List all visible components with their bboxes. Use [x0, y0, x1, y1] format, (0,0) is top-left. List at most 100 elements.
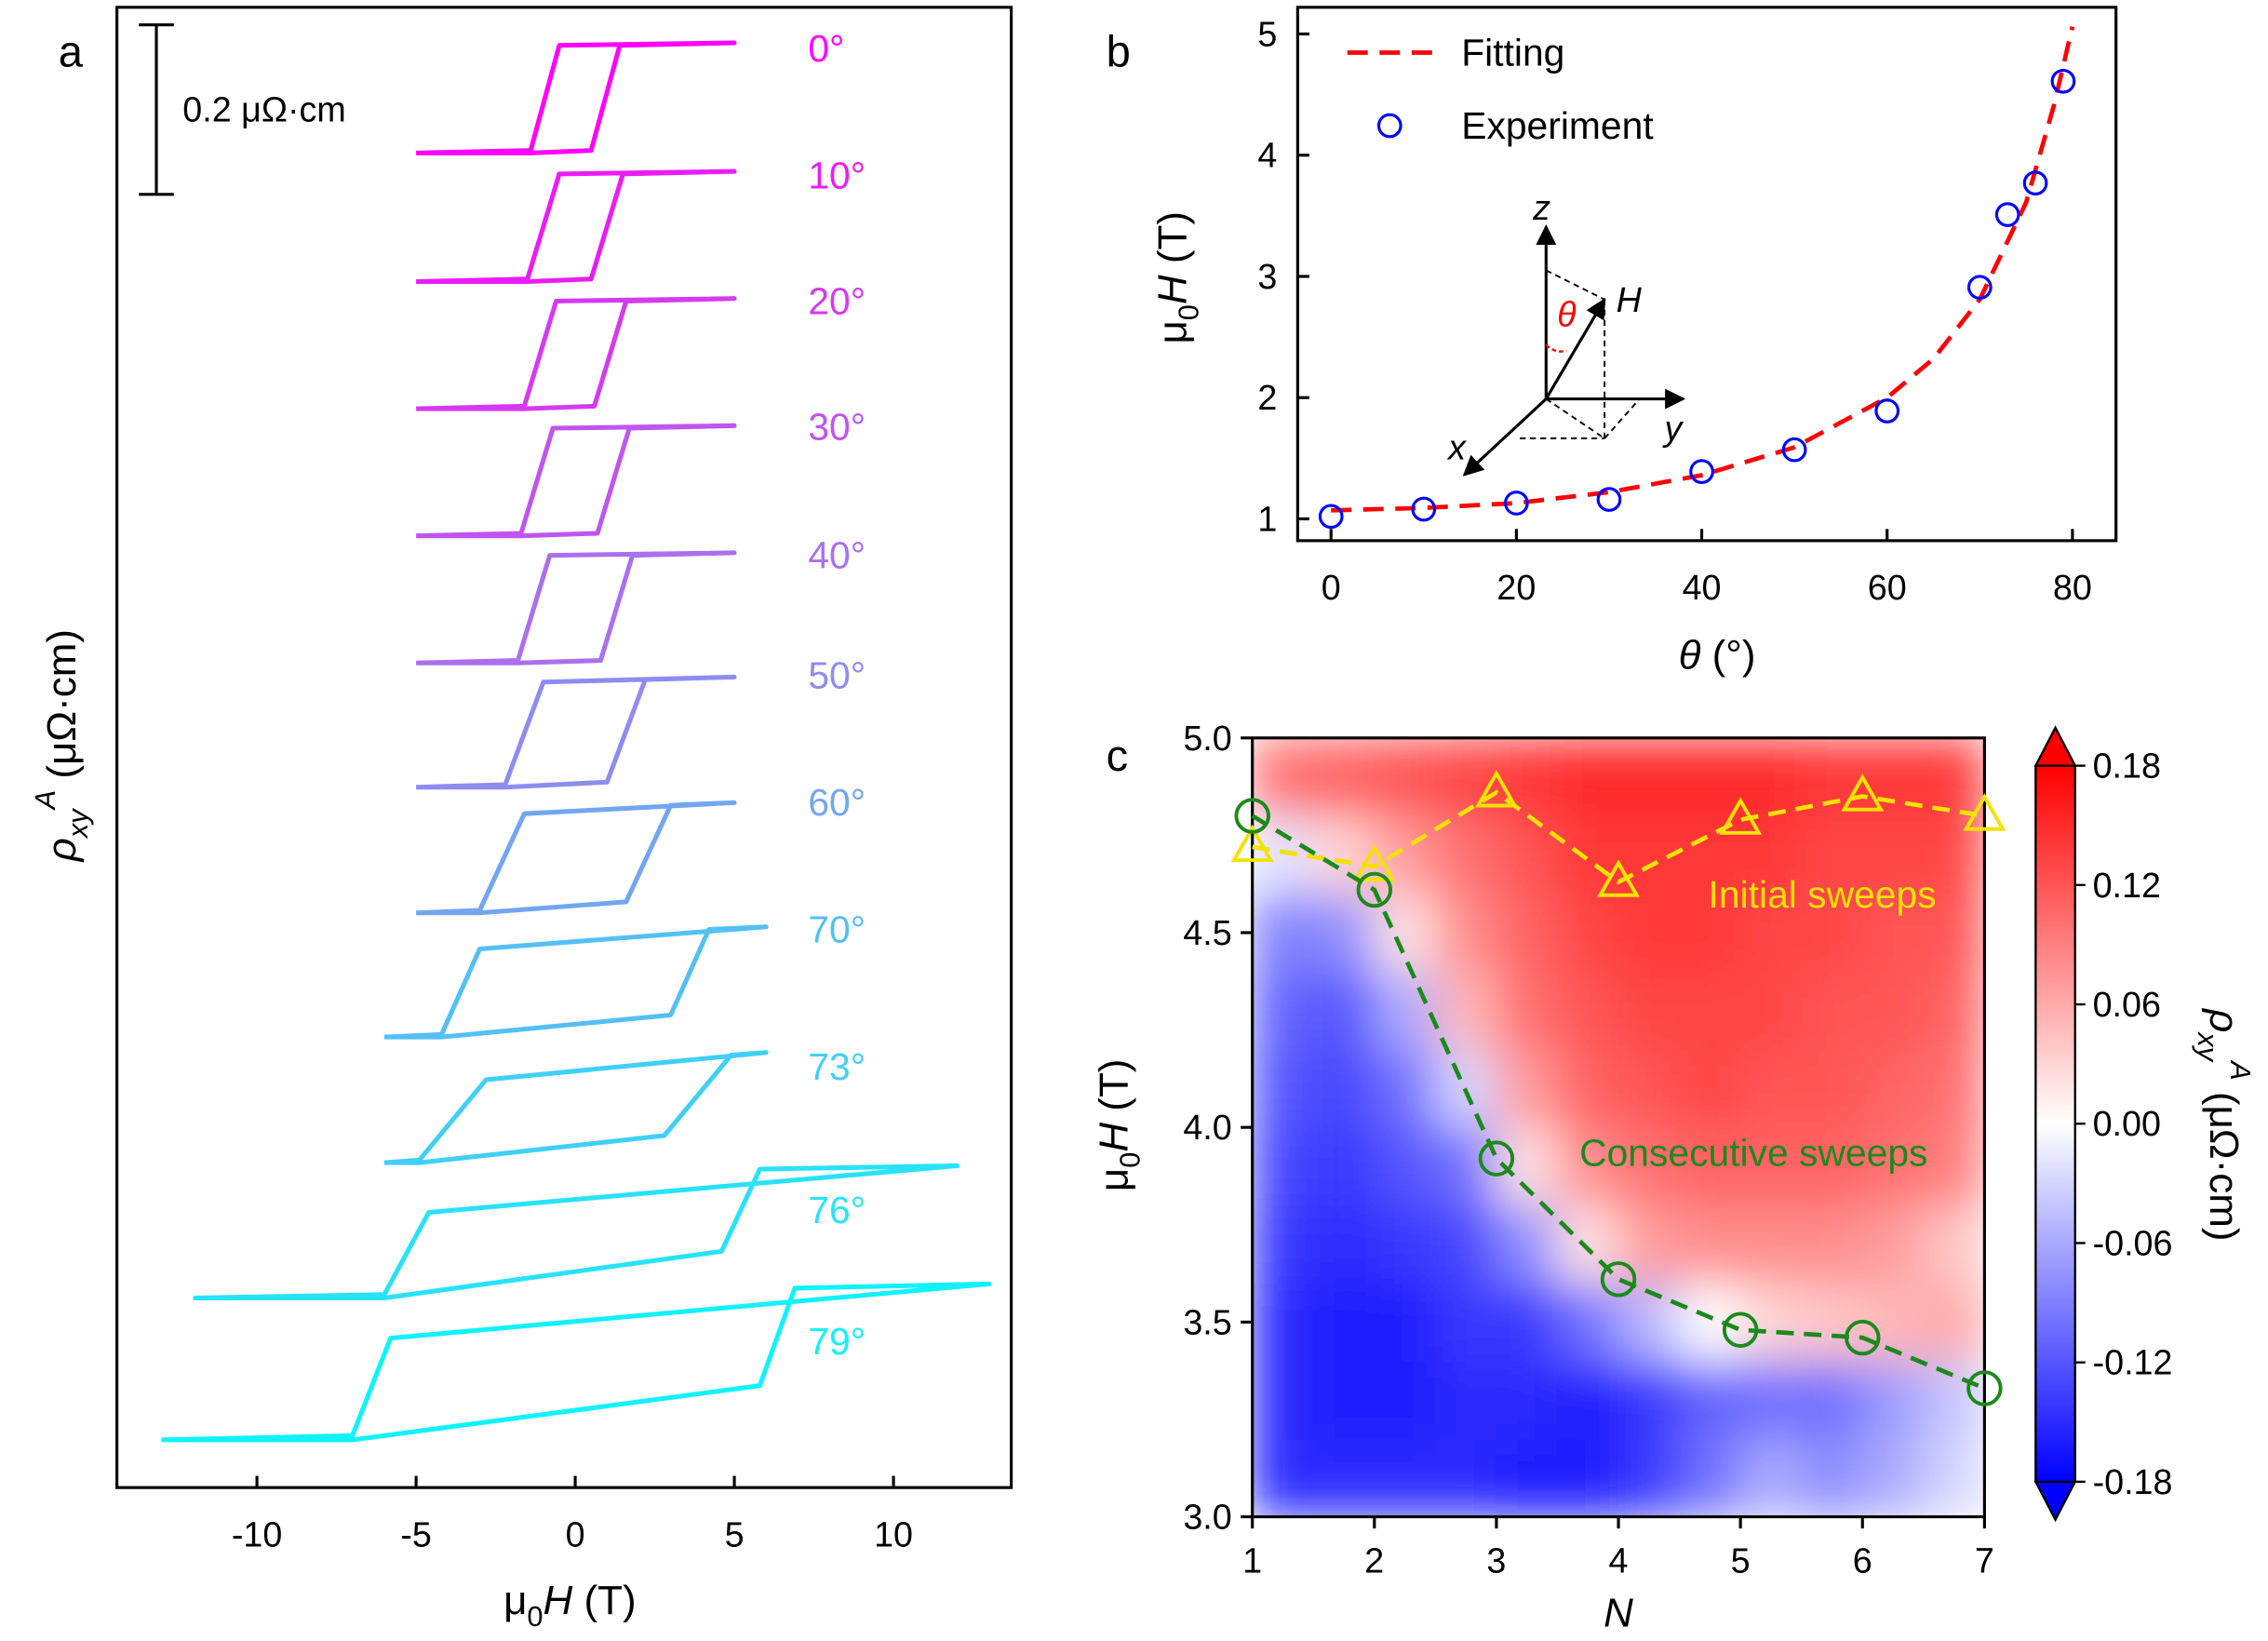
heatmap-cell — [1739, 737, 1803, 817]
heatmap-cell — [1617, 1048, 1681, 1128]
heatmap-cell — [1617, 893, 1681, 973]
heatmap-cell — [1923, 1204, 1985, 1285]
heatmap — [1252, 737, 1985, 1517]
x-axis-label: θ (°) — [1679, 632, 1756, 678]
heatmap-cell — [1739, 971, 1803, 1051]
x-tick-label: 5 — [1731, 1541, 1751, 1580]
series-label: 70° — [808, 908, 866, 950]
x-tick-label: 5 — [725, 1514, 745, 1554]
x-tick-label: 7 — [1975, 1541, 1994, 1580]
heatmap-cell — [1923, 737, 1985, 817]
x-tick-label: 0 — [566, 1514, 585, 1554]
data-point — [1994, 202, 2020, 227]
heatmap-cell — [1312, 1048, 1376, 1128]
x-tick-label: -5 — [400, 1514, 432, 1554]
data-point — [1352, 843, 1396, 881]
heatmap-cell — [1374, 1282, 1437, 1362]
heatmap-cell — [1556, 814, 1619, 894]
y-axis-label-part: 0 — [1172, 304, 1204, 320]
series-label: 50° — [808, 653, 866, 696]
inset-projection — [1520, 269, 1641, 439]
data-point — [2022, 170, 2048, 196]
colorbar-label-part: xy — [2192, 1030, 2224, 1062]
data-point — [1719, 797, 1763, 835]
y-tick-label: 4.5 — [1183, 913, 1231, 952]
heatmap-cell — [1800, 814, 1864, 894]
panel-letter: a — [59, 26, 84, 75]
heatmap-cell — [1923, 1438, 1985, 1517]
heatmap-cell — [1252, 1438, 1315, 1517]
heatmap-cell — [1374, 814, 1437, 894]
heatmap-cell — [1739, 893, 1803, 973]
data-point — [1478, 1140, 1515, 1177]
heatmap-cell — [1923, 1126, 1985, 1206]
x-axis-label-part: (°) — [1700, 632, 1755, 678]
plot-frame — [115, 6, 1013, 1489]
colorbar-tick-label: 0.00 — [2093, 1104, 2161, 1143]
x-tick-label: 60 — [1868, 568, 1907, 607]
heatmap-cell — [1739, 1360, 1803, 1440]
fit-line — [1331, 26, 2075, 513]
heatmap-cell — [1252, 1048, 1315, 1128]
inset-h-vector — [1544, 297, 1606, 400]
heatmap-cell — [1739, 814, 1803, 894]
data-point — [1689, 459, 1714, 484]
heatmap-cell — [1434, 1438, 1497, 1517]
heatmap-cell — [1678, 1360, 1741, 1440]
series-label: 30° — [808, 405, 866, 448]
loop-line — [383, 1050, 769, 1165]
loop-line — [383, 924, 769, 1040]
inset-x-axis — [1462, 397, 1548, 477]
heatmap-cell — [1374, 1048, 1437, 1128]
heatmap-cell — [1678, 737, 1741, 817]
heatmap-cell — [1252, 814, 1315, 894]
heatmap-cell — [1374, 1360, 1437, 1440]
heatmap-cell — [1252, 1126, 1315, 1206]
heatmap-cell — [1800, 1360, 1864, 1440]
x-axis-label-part: θ — [1679, 632, 1701, 678]
heatmap-cell — [1861, 1204, 1925, 1285]
x-tick-label: 80 — [2053, 568, 2092, 607]
heatmap-cell — [1800, 893, 1864, 973]
x-tick-label: 1 — [1242, 1541, 1262, 1580]
legend-swatch — [1376, 113, 1402, 139]
data-point — [1597, 859, 1641, 897]
series-line — [1252, 789, 1985, 885]
heatmap-cell — [1861, 1126, 1925, 1206]
data-point — [1318, 504, 1344, 530]
scale-bar-label: 0.2 μΩ·cm — [182, 90, 345, 129]
heatmap-cell — [1617, 1126, 1681, 1206]
heatmap-cell — [1678, 893, 1741, 973]
data-point — [2050, 68, 2076, 94]
series-label: 40° — [808, 534, 866, 577]
heatmap-cell — [1434, 737, 1497, 817]
heatmap-cell — [1496, 893, 1559, 973]
data-point — [1596, 487, 1622, 512]
y-tick-label: 3 — [1257, 257, 1277, 296]
heatmap-cell — [1556, 1360, 1619, 1440]
x-tick-label: 20 — [1496, 568, 1536, 607]
heatmap-cell — [1923, 1048, 1985, 1128]
data-point — [1963, 793, 2006, 831]
y-axis-label-part: (T) — [1091, 1059, 1136, 1123]
plot-frame — [1295, 6, 2118, 543]
heatmap-cell — [1556, 1048, 1619, 1128]
x-tick-label: 2 — [1364, 1541, 1384, 1580]
inset-label: θ — [1557, 295, 1577, 334]
heatmap-cell — [1312, 1204, 1376, 1285]
data-point — [1411, 496, 1437, 522]
heatmap-cell — [1434, 1126, 1497, 1206]
x-axis-label-part: 0 — [527, 1600, 543, 1633]
heatmap-cell — [1556, 1282, 1619, 1362]
colorbar — [2034, 764, 2076, 1484]
heatmap-cell — [1252, 1204, 1315, 1285]
heatmap-cell — [1312, 814, 1376, 894]
heatmap-cell — [1617, 1438, 1681, 1517]
heatmap-cell — [1617, 1282, 1681, 1362]
heatmap-cell — [1556, 1438, 1619, 1517]
heatmap-cell — [1861, 893, 1925, 973]
y-axis-label-part: H — [1149, 275, 1195, 304]
x-axis-label-part: (T) — [572, 1578, 636, 1623]
heatmap-cell — [1374, 893, 1437, 973]
